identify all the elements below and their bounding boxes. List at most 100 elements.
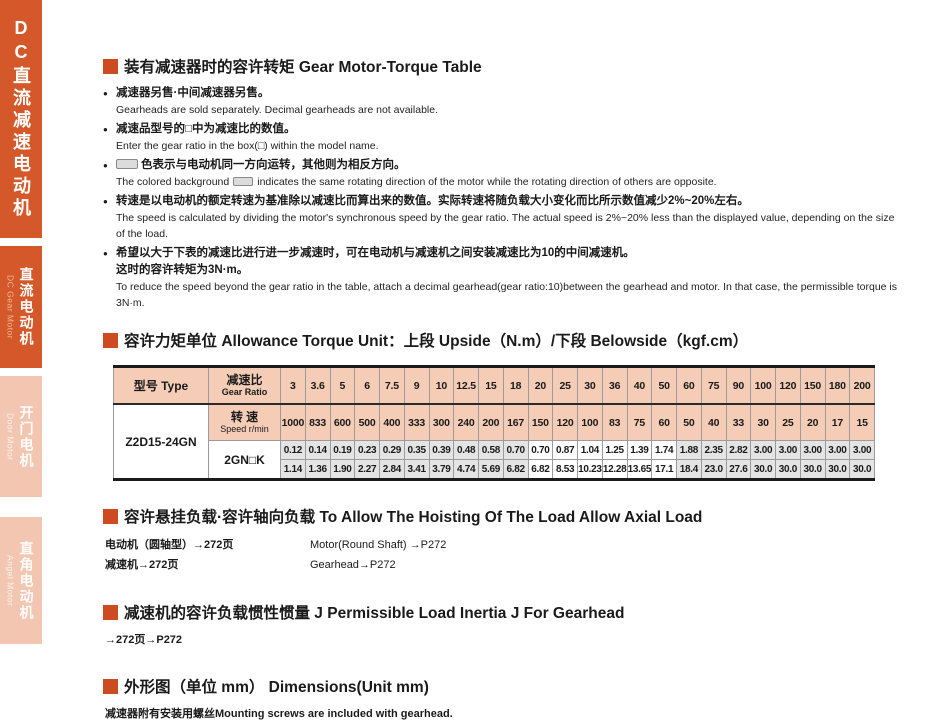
- gear-ratio-cell: 18: [502, 366, 529, 405]
- gear-ratio-cell: 6: [354, 366, 380, 405]
- speed-cell: 50: [676, 403, 702, 441]
- torque-nm-cell: 0.48: [453, 440, 479, 460]
- note-item-colored-background: ● 色表示与电动机同一方向运转，其他则为相反方向。 The colored ba…: [103, 157, 903, 190]
- torque-nm-cell: 0.19: [329, 440, 356, 460]
- gear-ratio-cell: 36: [601, 366, 628, 405]
- heading-en: Gear Motor-Torque Table: [294, 59, 482, 76]
- heading-rest: Allowance Torque Unit：上段 Upside（N.m）/下段 …: [217, 333, 749, 350]
- note-en-post: indicates the same rotating direction of…: [257, 176, 717, 188]
- torque-nm-cell: 3.00: [824, 440, 851, 460]
- sidebar-tab-door-motor: Door Motor 开门电机: [0, 376, 42, 497]
- dimensions-note: 减速器附有安装用螺丝Mounting screws are included w…: [105, 708, 453, 720]
- gearhead-model-cell: 2GN□K: [208, 440, 281, 480]
- torque-nm-cell: 0.12: [280, 440, 306, 460]
- section-heading-load-inertia: 减速机的容许负载惯性惯量 J Permissible Load Inertia …: [103, 601, 903, 623]
- reference-row: 电动机（圆轴型）→272页 Motor(Round Shaft) →P272: [105, 535, 903, 555]
- sidebar-tab-cn-label: 直流电动机: [18, 267, 35, 347]
- torque-kgfcm-cell: 2.84: [379, 459, 405, 480]
- gear-ratio-cell: 25: [552, 366, 578, 405]
- model-cell: Z2D15-24GN: [113, 403, 209, 480]
- gear-motor-torque-table: 型号 Type 减速比 Gear Ratio 3 3.6 5 6 7.5 9 10 12.5 15 18…: [113, 365, 875, 481]
- torque-kgfcm-cell: 6.82: [502, 459, 529, 480]
- note-item: ● 减速器另售·中间减速器另售。 Gearheads are sold sepa…: [103, 85, 903, 118]
- orange-square-icon: [103, 508, 118, 524]
- heading-text: 容许悬挂负载·容许轴向负载 To Allow The Hoisting Of T…: [124, 505, 702, 527]
- heading-cn: 容许力矩单位: [124, 333, 218, 350]
- gear-ratio-cell: 75: [700, 366, 727, 405]
- torque-kgfcm-cell: 30.0: [849, 459, 875, 480]
- speed-cell: 150: [527, 403, 554, 441]
- torque-nm-cell: 0.39: [428, 440, 455, 460]
- speed-cell: 100: [577, 403, 603, 441]
- reference-cn: 电动机（圆轴型）→272页: [105, 539, 234, 551]
- gear-ratio-cell: 120: [775, 366, 801, 405]
- torque-nm-cell: 1.04: [577, 440, 603, 460]
- colored-background-swatch-icon: [116, 158, 138, 169]
- reference-en: Motor(Round Shaft) →P272: [310, 539, 447, 551]
- torque-kgfcm-cell: 1.36: [304, 459, 331, 480]
- torque-kgfcm-cell: 27.6: [725, 459, 752, 480]
- speed-cell: 20: [799, 403, 826, 441]
- label-en: Speed r/min: [220, 424, 269, 434]
- gear-ratio-cell: 150: [799, 366, 826, 405]
- gear-ratio-cell: 100: [750, 366, 776, 405]
- torque-nm-cell: 0.87: [552, 440, 578, 460]
- note-en: The speed is calculated by dividing the …: [116, 212, 895, 240]
- torque-nm-cell: 1.39: [626, 440, 653, 460]
- speed-cell: 75: [626, 403, 653, 441]
- gear-ratio-cell: 3.6: [304, 366, 331, 405]
- sidebar-category-label: DC直流减速电动机: [11, 18, 31, 220]
- note-en-pre: The colored background: [116, 176, 230, 188]
- sidebar-tab-cn-label: 直角电动机: [18, 540, 35, 621]
- speed-cell: 167: [502, 403, 529, 441]
- inertia-page-reference: →272页→P272: [105, 634, 183, 646]
- speed-cell: 25: [775, 403, 801, 441]
- speed-cell: 833: [304, 403, 331, 441]
- note-item: ● 转速是以电动机的额定转速为基准除以减速比而算出来的数值。实际转速将随负载大小…: [103, 193, 903, 242]
- note-cn: 减速品型号的□中为减速比的数值。: [116, 123, 296, 135]
- label-en: Gear Ratio: [221, 387, 268, 397]
- speed-cell: 400: [379, 403, 405, 441]
- note-en: To reduce the speed beyond the gear rati…: [116, 281, 897, 309]
- torque-nm-cell: 0.35: [403, 440, 430, 460]
- gear-ratio-label-cell: 减速比 Gear Ratio: [208, 366, 281, 405]
- reference-cn: 减速机→272页: [105, 559, 179, 571]
- orange-square-icon: [103, 678, 118, 694]
- note-item: ● 希望以大于下表的减速比进行进一步减速时，可在电动机与减速机之间安装减速比为1…: [103, 245, 903, 311]
- speed-cell: 300: [428, 403, 455, 441]
- bullet-dot-icon: ●: [103, 249, 108, 258]
- torque-kgfcm-cell: 30.0: [824, 459, 851, 480]
- speed-cell: 240: [453, 403, 479, 441]
- notes-list: ● 减速器另售·中间减速器另售。 Gearheads are sold sepa…: [103, 85, 903, 311]
- torque-nm-cell: 0.70: [527, 440, 554, 460]
- gear-ratio-cell: 9: [403, 366, 430, 405]
- heading-en: Dimensions(Unit mm): [264, 679, 429, 696]
- sidebar-tab-en-label: Door Motor: [5, 412, 16, 461]
- torque-kgfcm-cell: 30.0: [750, 459, 776, 480]
- torque-nm-cell: 0.58: [478, 440, 504, 460]
- note-en: The colored background indicates the same…: [116, 174, 903, 190]
- sidebar-tab-angel-motor: Angel Motor 直角电动机: [0, 517, 42, 644]
- colored-background-swatch-icon: [233, 176, 254, 186]
- torque-kgfcm-cell: 1.14: [280, 459, 306, 480]
- note-cn-text: 色表示与电动机同一方向运转，其他则为相反方向。: [141, 159, 406, 171]
- speed-cell: 17: [824, 403, 851, 441]
- gear-ratio-cell: 90: [725, 366, 752, 405]
- note-cn2: 这时的容许转矩为3N·m。: [116, 264, 249, 276]
- speed-cell: 120: [552, 403, 578, 441]
- note-cn: 转速是以电动机的额定转速为基准除以减速比而算出来的数值。实际转速将随负载大小变化…: [116, 195, 749, 207]
- section-heading-gear-motor-torque: 装有减速器时的容许转矩 Gear Motor-Torque Table: [103, 55, 903, 77]
- bullet-dot-icon: ●: [103, 197, 108, 206]
- torque-kgfcm-cell: 8.53: [552, 459, 578, 480]
- gear-ratio-cell: 60: [676, 366, 702, 405]
- speed-cell: 1000: [280, 403, 306, 441]
- sidebar-tab-dc-motor: DC Gear Motor 直流电动机: [0, 246, 42, 368]
- orange-square-icon: [103, 604, 118, 620]
- gear-ratio-cell: 20: [527, 366, 554, 405]
- note-cn: 减速器另售·中间减速器另售。: [116, 87, 270, 99]
- heading-en: Permissible Load Inertia J For Gearhead: [322, 605, 625, 622]
- bullet-dot-icon: ●: [103, 125, 108, 134]
- gear-ratio-cell: 5: [329, 366, 356, 405]
- torque-kgfcm-cell: 4.74: [453, 459, 479, 480]
- note-cn: 希望以大于下表的减速比进行进一步减速时，可在电动机与减速机之间安装减速比为10的…: [116, 247, 635, 259]
